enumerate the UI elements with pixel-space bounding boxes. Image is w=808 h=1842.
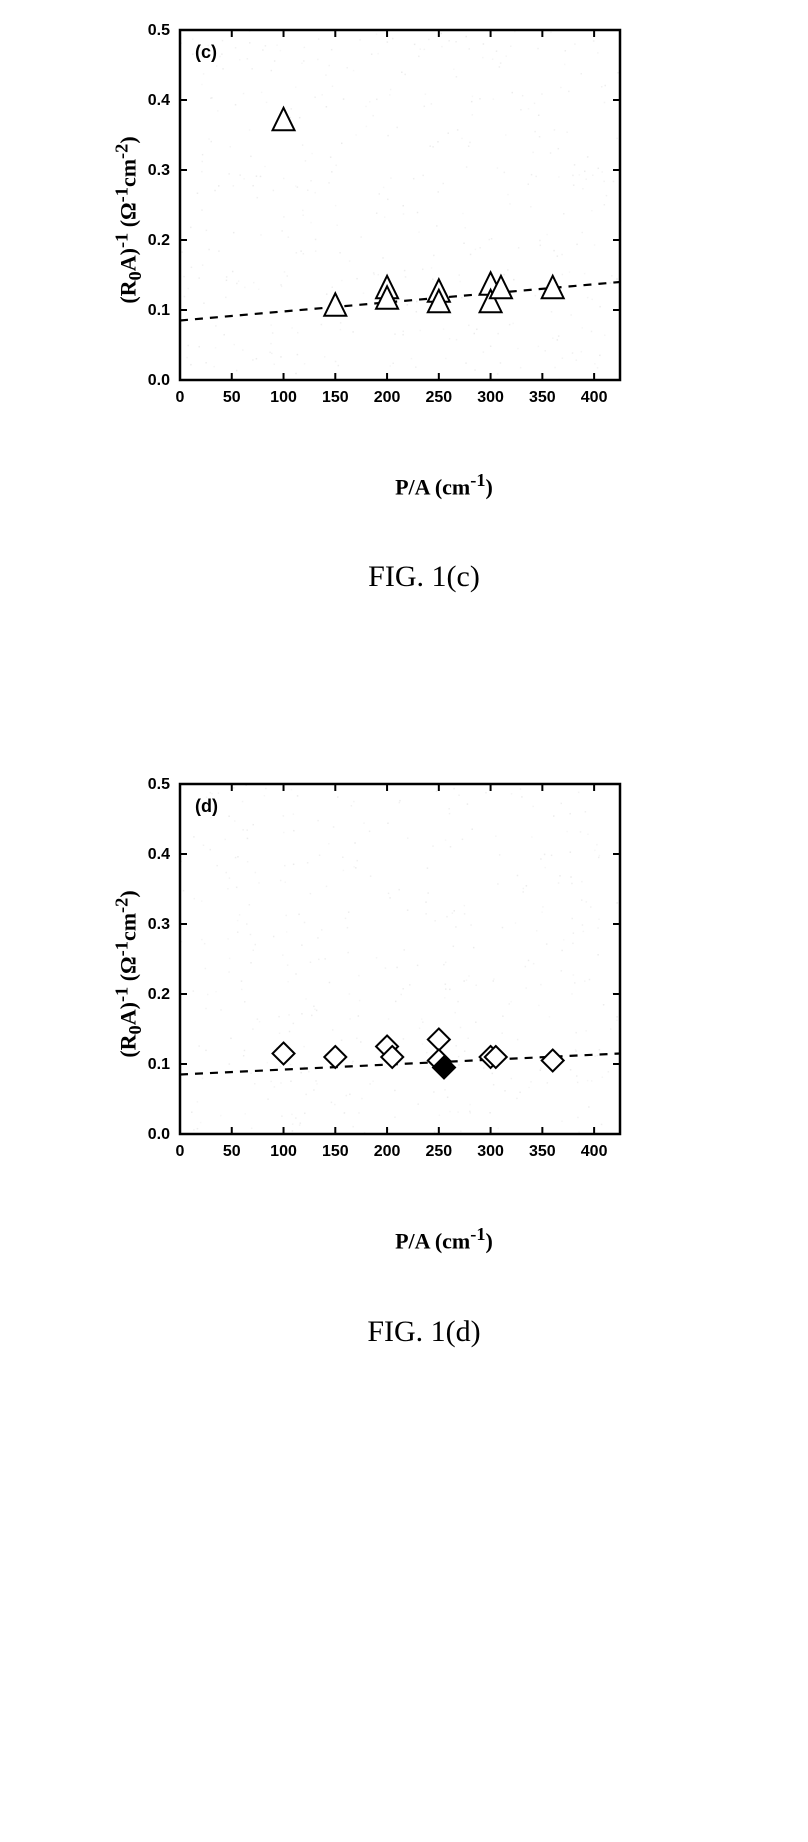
svg-text:0.4: 0.4: [148, 846, 170, 863]
x-axis-label: P/A (cm-1): [60, 470, 808, 500]
svg-text:(d): (d): [195, 796, 218, 816]
svg-text:0.1: 0.1: [148, 302, 170, 319]
svg-text:0.5: 0.5: [148, 776, 170, 793]
svg-text:50: 50: [223, 1143, 241, 1160]
y-axis-label: (R0A)-1 (Ω-1cm-2): [111, 136, 146, 303]
svg-text:0.3: 0.3: [148, 916, 170, 933]
svg-text:0.0: 0.0: [148, 1126, 170, 1143]
svg-text:0: 0: [176, 389, 185, 406]
svg-text:50: 50: [223, 389, 241, 406]
svg-text:300: 300: [477, 389, 504, 406]
svg-text:350: 350: [529, 1143, 556, 1160]
svg-text:200: 200: [374, 389, 401, 406]
svg-text:(c): (c): [195, 42, 217, 62]
svg-text:100: 100: [270, 1143, 297, 1160]
figure-caption: FIG. 1(d): [20, 1315, 808, 1349]
x-axis-label: P/A (cm-1): [60, 1224, 808, 1254]
svg-text:250: 250: [425, 389, 452, 406]
svg-text:400: 400: [581, 389, 608, 406]
svg-text:0.5: 0.5: [148, 22, 170, 39]
svg-text:0.4: 0.4: [148, 92, 170, 109]
svg-text:350: 350: [529, 389, 556, 406]
svg-text:0.1: 0.1: [148, 1056, 170, 1073]
svg-text:150: 150: [322, 389, 349, 406]
chart-panel-d: (R0A)-1 (Ω-1cm-2) 0.0 0.1 0.2 0.3 0.4 0.5 0 50 10…: [20, 774, 808, 1348]
svg-text:100: 100: [270, 389, 297, 406]
chart-plot-area: (R0A)-1 (Ω-1cm-2) 0.0 0.1 0.2 0.3 0.4 0.5 0 50 10…: [100, 774, 808, 1174]
svg-text:0.0: 0.0: [148, 372, 170, 389]
chart-plot-area: (R0A)-1 (Ω-1cm-2) 0.0 0.1 0.2 0.3 0.4 0.5 0 50 10…: [100, 20, 808, 420]
chart-panel-c: (R0A)-1 (Ω-1cm-2) 0.0 0.1 0.2 0.3 0.4 0.5 0 50 10…: [20, 20, 808, 594]
svg-text:0: 0: [176, 1143, 185, 1160]
svg-text:200: 200: [374, 1143, 401, 1160]
svg-text:250: 250: [425, 1143, 452, 1160]
svg-text:0.2: 0.2: [148, 986, 170, 1003]
svg-text:150: 150: [322, 1143, 349, 1160]
svg-text:400: 400: [581, 1143, 608, 1160]
svg-text:300: 300: [477, 1143, 504, 1160]
figure-caption: FIG. 1(c): [20, 560, 808, 594]
svg-text:0.2: 0.2: [148, 232, 170, 249]
svg-text:0.3: 0.3: [148, 162, 170, 179]
y-axis-label: (R0A)-1 (Ω-1cm-2): [111, 891, 146, 1058]
